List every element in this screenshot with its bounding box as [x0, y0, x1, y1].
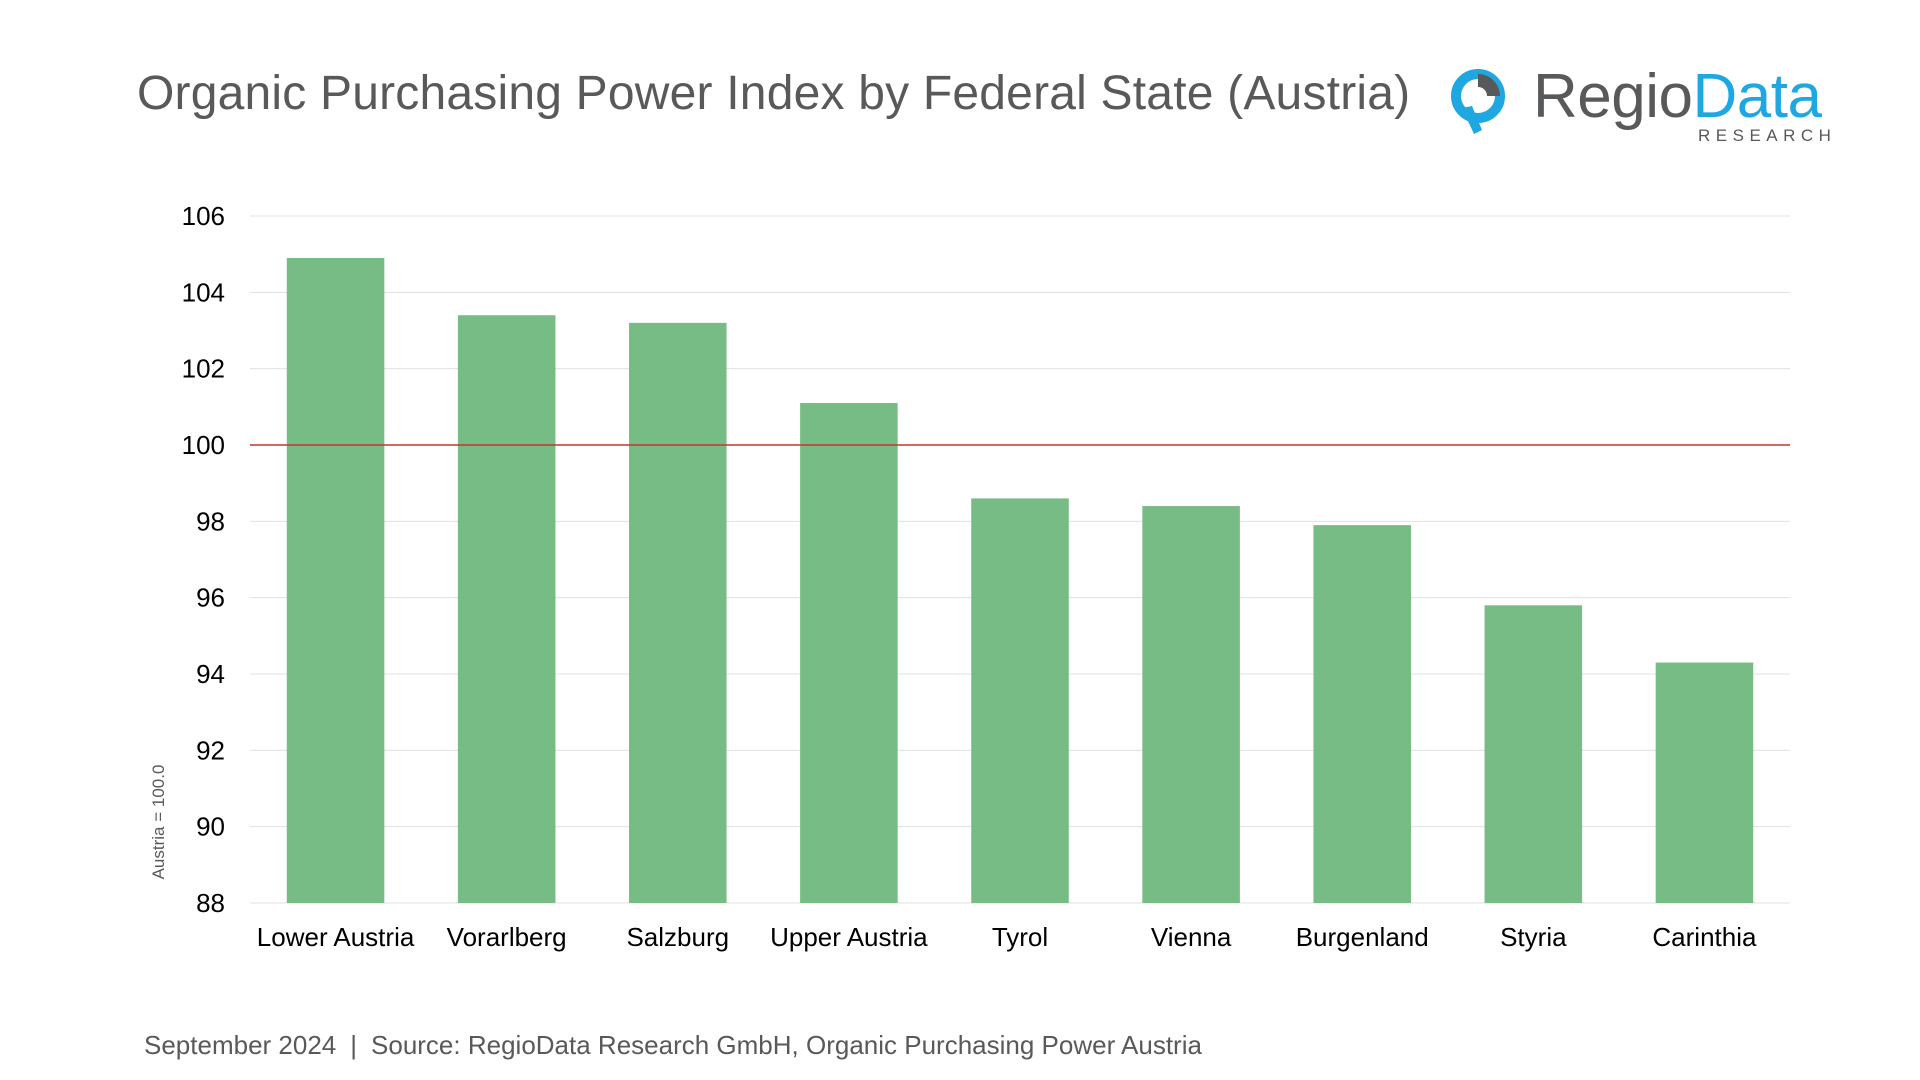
bar-upper-austria [800, 403, 898, 903]
x-tick-label: Tyrol [992, 922, 1048, 952]
footer-date: September 2024 [144, 1030, 337, 1060]
logo-wordmark: RegioData [1533, 62, 1822, 132]
x-tick-label: Vorarlberg [447, 922, 567, 952]
y-tick-labels: 88 90 92 94 96 98 100 102 104 106 [182, 201, 225, 918]
y-tick-label: 94 [196, 659, 225, 689]
y-tick-label: 100 [182, 430, 225, 460]
bars [286, 257, 1754, 903]
bar-styria [1484, 605, 1583, 903]
logo-word-data: Data [1692, 62, 1822, 131]
bar-lower-austria [286, 257, 385, 903]
footer: September 2024 | Source: RegioData Researc… [144, 1030, 1202, 1061]
bar-tyrol [971, 498, 1069, 903]
logo-subtitle: RESEARCH [1698, 126, 1837, 145]
y-tick-label: 92 [196, 735, 225, 765]
chart-title: Organic Purchasing Power Index by Federa… [137, 67, 1411, 120]
x-tick-label: Lower Austria [257, 922, 415, 952]
bar-burgenland [1313, 525, 1411, 903]
x-tick-label: Burgenland [1296, 922, 1429, 952]
x-tick-label: Salzburg [626, 922, 729, 952]
bar-vienna [1142, 506, 1240, 903]
x-tick-labels: Lower Austria Vorarlberg Salzburg Upper Aus… [257, 922, 1757, 952]
footer-source: Source: RegioData Research GmbH, Organic… [371, 1030, 1202, 1060]
y-tick-label: 106 [182, 201, 225, 231]
y-axis-label: Austria = 100.0 [149, 765, 168, 880]
x-tick-label: Upper Austria [770, 922, 928, 952]
y-tick-label: 104 [182, 277, 225, 307]
logo-word-regio: Regio [1533, 62, 1693, 131]
regiodata-logo: RegioData RESEARCH [1448, 62, 1838, 152]
bar-chart: 88 90 92 94 96 98 100 102 104 106 Lower Austria Vo… [149, 201, 1790, 952]
footer-separator: | [350, 1030, 358, 1060]
bar-salzburg [629, 322, 727, 903]
map-pin-icon [1451, 69, 1505, 134]
bar-carinthia [1655, 662, 1754, 903]
y-tick-label: 88 [196, 888, 225, 918]
y-tick-label: 90 [196, 812, 225, 842]
x-tick-label: Vienna [1151, 922, 1232, 952]
bar-vorarlberg [457, 315, 556, 903]
x-tick-label: Carinthia [1652, 922, 1757, 952]
y-tick-label: 98 [196, 506, 225, 536]
x-tick-label: Styria [1500, 922, 1567, 952]
y-tick-label: 96 [196, 583, 225, 613]
y-tick-label: 102 [182, 354, 225, 384]
